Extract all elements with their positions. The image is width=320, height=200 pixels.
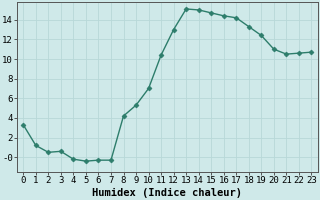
X-axis label: Humidex (Indice chaleur): Humidex (Indice chaleur) (92, 188, 242, 198)
